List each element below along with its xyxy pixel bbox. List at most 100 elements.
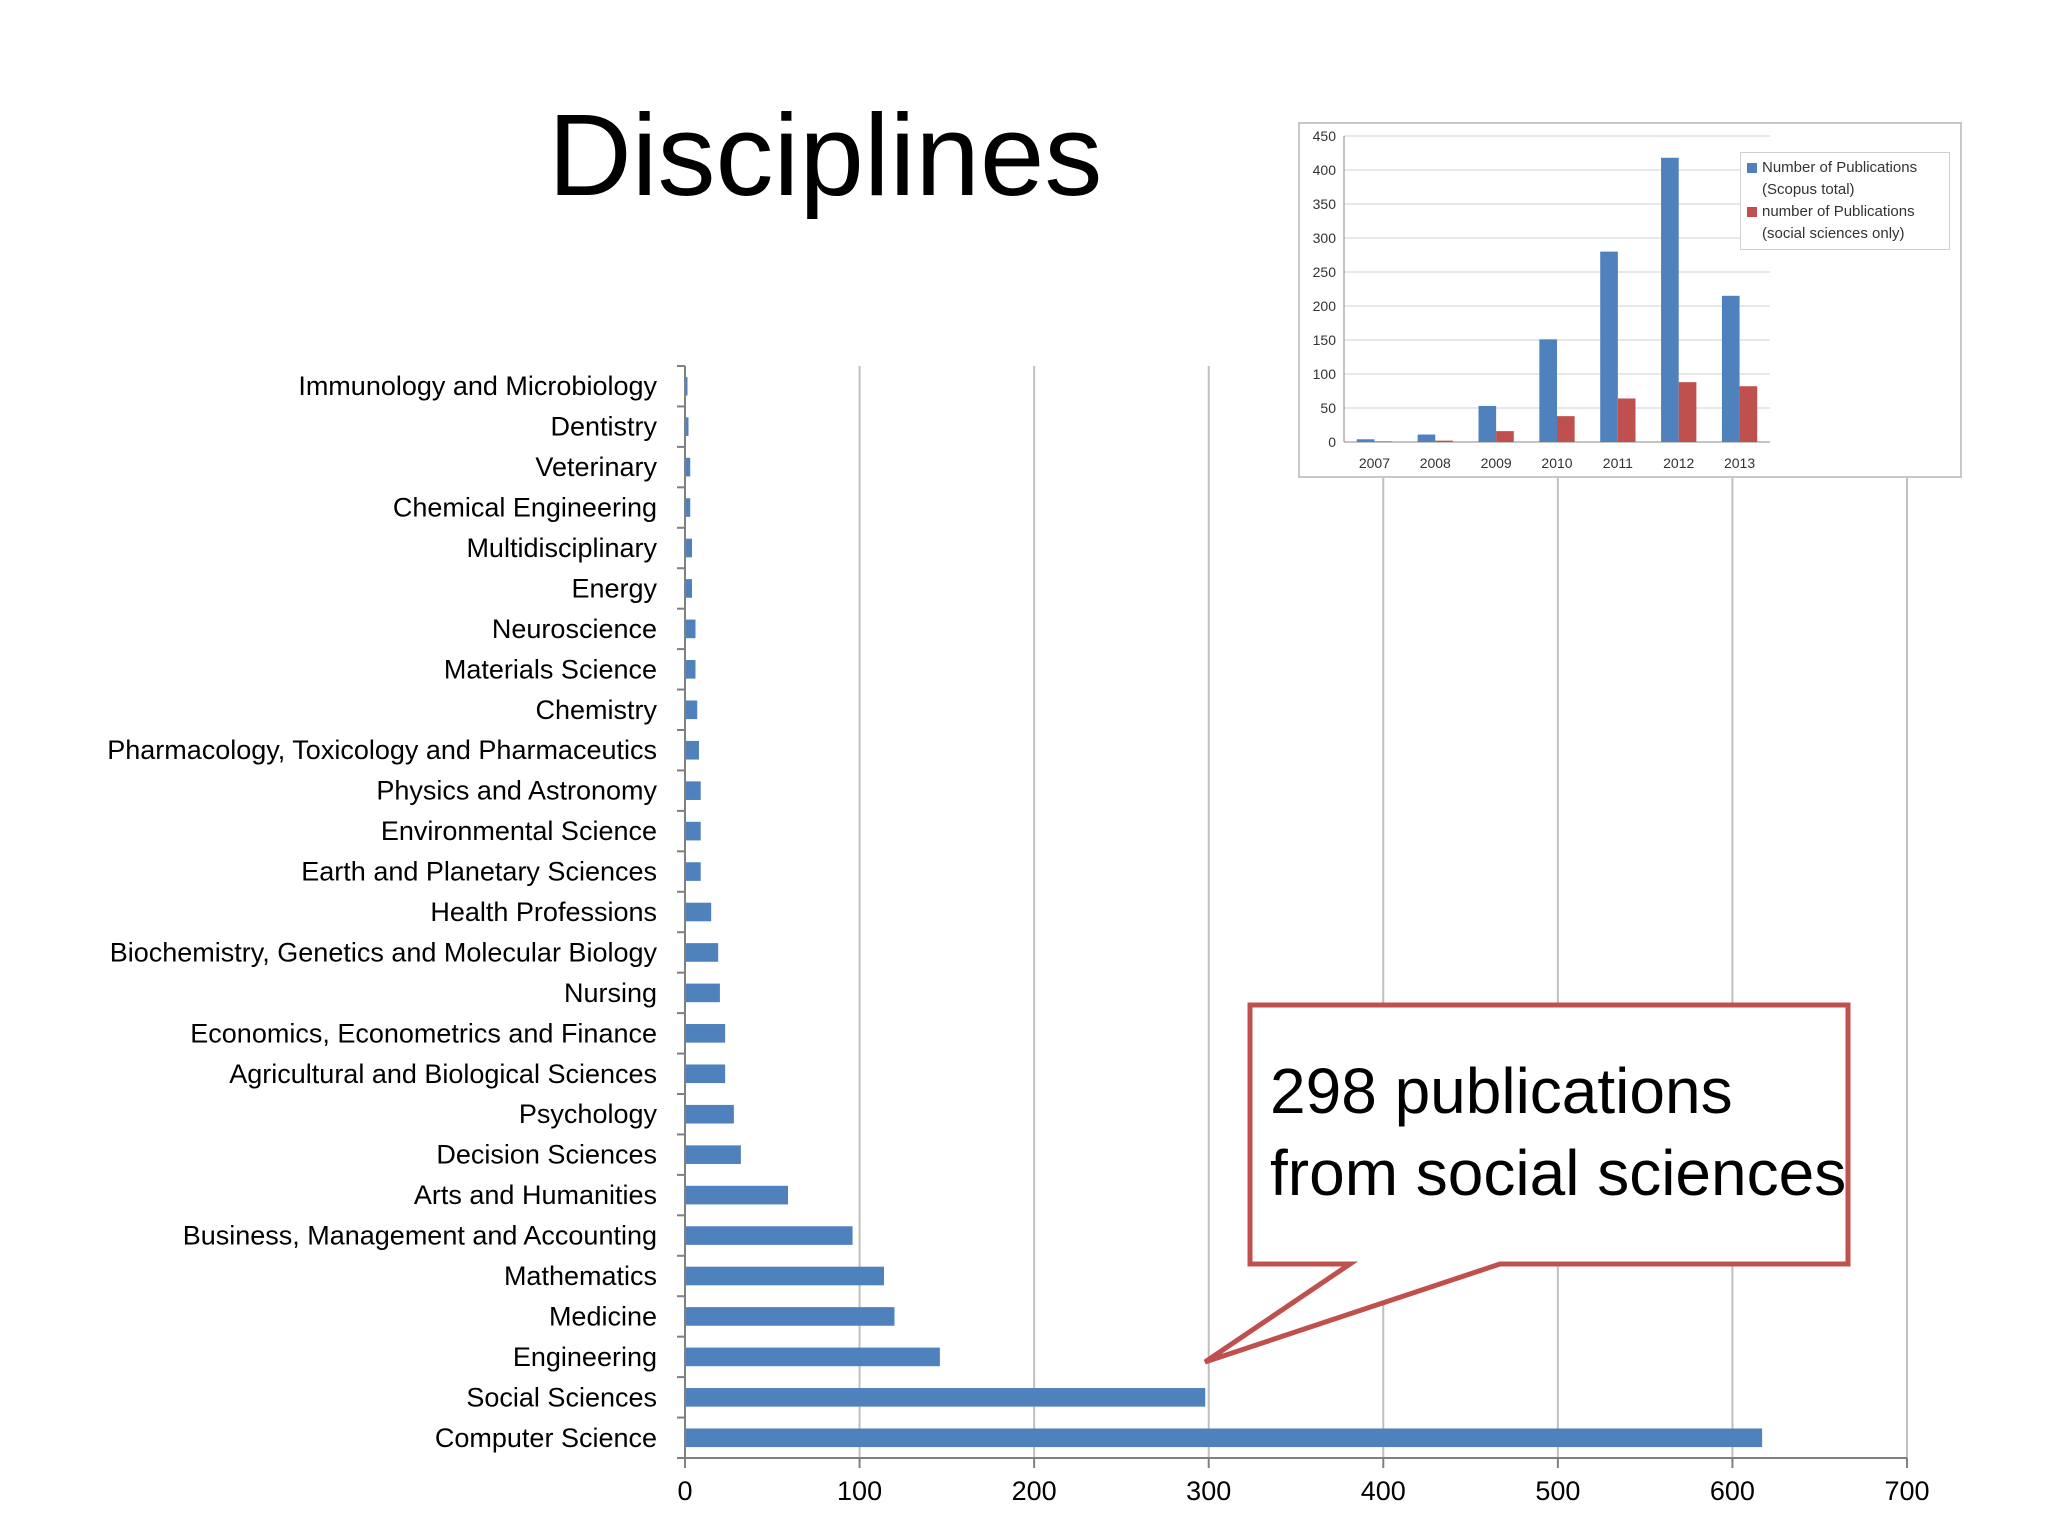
inset-y-tick-label: 200 xyxy=(1313,298,1337,314)
callout-line-2: from social sciences xyxy=(1270,1137,1847,1209)
category-label: Psychology xyxy=(519,1099,658,1129)
category-label: Arts and Humanities xyxy=(414,1180,657,1210)
bar-arts-and-humanities xyxy=(686,1185,788,1205)
category-label: Engineering xyxy=(513,1342,657,1372)
inset-bar-2011-series-2 xyxy=(1617,398,1636,442)
category-label: Medicine xyxy=(549,1301,657,1331)
bar-multidisciplinary xyxy=(686,538,692,558)
bar-physics-and-astronomy xyxy=(686,781,701,800)
x-tick-label: 400 xyxy=(1361,1476,1406,1506)
legend-swatch-blue xyxy=(1747,163,1757,173)
inset-x-tick-label: 2013 xyxy=(1724,455,1755,471)
bar-business-management-and-accounting xyxy=(686,1226,853,1245)
inset-y-tick-label: 450 xyxy=(1313,128,1337,144)
bar-computer-science xyxy=(686,1428,1763,1448)
slide-title: Disciplines xyxy=(548,90,1103,220)
bar-neuroscience xyxy=(686,619,696,639)
category-label: Materials Science xyxy=(444,654,657,684)
inset-bar-2010-series-1 xyxy=(1539,339,1557,442)
category-label: Chemistry xyxy=(535,695,657,725)
bar-energy xyxy=(686,579,692,598)
category-label: Nursing xyxy=(564,978,657,1008)
category-label: Social Sciences xyxy=(466,1382,657,1412)
category-label: Chemical Engineering xyxy=(393,493,657,523)
x-tick-label: 700 xyxy=(1884,1476,1929,1506)
inset-bar-2009-series-1 xyxy=(1478,405,1497,442)
inset-x-tick-label: 2010 xyxy=(1541,455,1572,471)
bar-nursing xyxy=(686,983,720,1003)
bar-immunology-and-microbiology xyxy=(686,376,688,396)
category-label: Economics, Econometrics and Finance xyxy=(190,1018,657,1048)
inset-bar-2007-series-2 xyxy=(1374,441,1393,442)
bar-chemistry xyxy=(686,700,698,720)
category-label: Pharmacology, Toxicology and Pharmaceuti… xyxy=(107,735,657,765)
bar-environmental-science xyxy=(686,821,701,841)
category-label: Agricultural and Biological Sciences xyxy=(229,1059,657,1089)
inset-y-tick-label: 0 xyxy=(1328,434,1336,450)
bar-biochemistry-genetics-and-molecular-biology xyxy=(686,943,719,962)
inset-x-tick-label: 2009 xyxy=(1481,455,1512,471)
bar-agricultural-and-biological-sciences xyxy=(686,1064,726,1084)
category-label: Mathematics xyxy=(504,1261,657,1291)
inset-y-tick-label: 150 xyxy=(1313,332,1337,348)
bar-economics-econometrics-and-finance xyxy=(686,1024,726,1043)
callout-line-1: 298 publications xyxy=(1270,1055,1733,1127)
legend-entry-scopus-total: Number of Publications (Scopus total) xyxy=(1747,157,1943,201)
inset-legend: Number of Publications (Scopus total) nu… xyxy=(1740,152,1950,250)
category-label: Health Professions xyxy=(430,897,657,927)
category-label: Decision Sciences xyxy=(436,1140,657,1170)
inset-y-tick-label: 50 xyxy=(1320,400,1336,416)
category-label: Dentistry xyxy=(550,412,657,442)
bar-veterinary xyxy=(686,457,691,477)
inset-bar-2013-series-1 xyxy=(1721,295,1740,442)
inset-y-tick-label: 100 xyxy=(1313,366,1337,382)
bar-dentistry xyxy=(686,417,689,436)
bar-decision-sciences xyxy=(686,1145,741,1164)
bar-health-professions xyxy=(686,902,712,922)
legend-label-scopus-total: Number of Publications (Scopus total) xyxy=(1762,159,1918,198)
x-tick-label: 500 xyxy=(1535,1476,1580,1506)
bar-mathematics xyxy=(686,1266,885,1286)
category-label: Veterinary xyxy=(535,452,657,482)
x-tick-label: 300 xyxy=(1186,1476,1231,1506)
category-label: Earth and Planetary Sciences xyxy=(301,857,657,887)
x-tick-label: 600 xyxy=(1710,1476,1755,1506)
bar-engineering xyxy=(686,1347,940,1367)
legend-entry-social-sciences: number of Publications (social sciences … xyxy=(1747,201,1943,245)
category-label: Energy xyxy=(571,573,657,603)
category-label: Business, Management and Accounting xyxy=(183,1221,657,1251)
inset-y-tick-label: 350 xyxy=(1313,196,1337,212)
bar-medicine xyxy=(686,1307,895,1326)
x-tick-label: 0 xyxy=(677,1476,692,1506)
x-tick-label: 200 xyxy=(1012,1476,1057,1506)
inset-x-tick-label: 2012 xyxy=(1663,455,1694,471)
inset-y-tick-label: 250 xyxy=(1313,264,1337,280)
bar-chemical-engineering xyxy=(686,498,691,517)
category-label: Environmental Science xyxy=(381,816,657,846)
inset-chart-panel: 0 50 100 150 200 250 300 350 400 450 2007 2008 2009 2… xyxy=(1298,122,1962,478)
inset-bar-2013-series-2 xyxy=(1739,386,1758,442)
category-label: Multidisciplinary xyxy=(466,533,657,563)
callout-text: 298 publications from social sciences xyxy=(1270,1050,1850,1214)
category-label: Computer Science xyxy=(435,1423,657,1453)
inset-y-tick-label: 400 xyxy=(1313,162,1337,178)
inset-bar-2008-series-2 xyxy=(1435,440,1453,442)
inset-x-tick-label: 2007 xyxy=(1359,455,1390,471)
category-label: Biochemistry, Genetics and Molecular Bio… xyxy=(110,937,658,967)
inset-x-tick-label: 2011 xyxy=(1603,455,1633,471)
bar-materials-science xyxy=(686,660,696,679)
category-label: Neuroscience xyxy=(492,614,657,644)
inset-bar-2009-series-2 xyxy=(1496,431,1514,442)
bar-social-sciences xyxy=(686,1388,1206,1407)
legend-swatch-red xyxy=(1747,207,1757,217)
inset-bar-2012-series-1 xyxy=(1661,157,1679,442)
legend-label-social-sciences: number of Publications (social sciences … xyxy=(1762,203,1915,242)
x-tick-label: 100 xyxy=(837,1476,882,1506)
inset-bar-2010-series-2 xyxy=(1557,416,1575,442)
bar-pharmacology-toxicology-and-pharmaceutics xyxy=(686,740,699,760)
category-label: Immunology and Microbiology xyxy=(298,371,657,401)
category-label: Physics and Astronomy xyxy=(376,776,657,806)
inset-x-tick-label: 2008 xyxy=(1420,455,1451,471)
inset-bar-chart: 0 50 100 150 200 250 300 350 400 450 2007 2008 2009 2… xyxy=(1313,128,1770,471)
